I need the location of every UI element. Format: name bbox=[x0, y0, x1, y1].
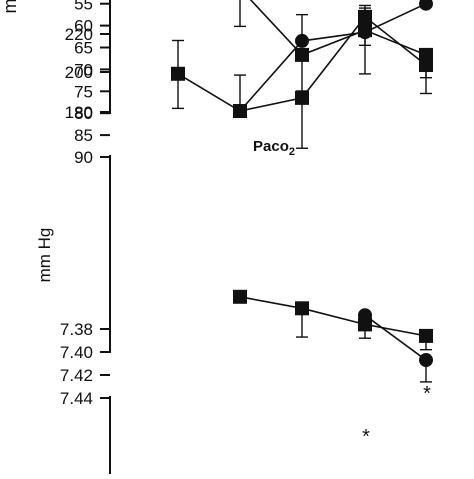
y-tick-label: 90 bbox=[74, 148, 93, 167]
y-tick-label: 75 bbox=[74, 82, 93, 101]
series-line bbox=[364, 314, 427, 361]
data-point-square bbox=[419, 58, 433, 73]
y-tick-label: 7.42 bbox=[60, 366, 93, 385]
data-point-square bbox=[419, 328, 433, 343]
y-axis-label-fragment: m bbox=[0, 0, 20, 14]
panel-title-main: Paco bbox=[253, 138, 289, 155]
panel-3-marks: 7.44 7.42 7.40 7.38 * * bbox=[60, 289, 433, 448]
data-point-circle bbox=[419, 0, 433, 11]
y-tick-label: 80 bbox=[74, 104, 93, 123]
chart-marks: 220200180908580757065605550457.447.427.4… bbox=[60, 0, 433, 448]
data-point-circle bbox=[419, 353, 433, 368]
data-point-square bbox=[295, 301, 309, 316]
y-tick-label: 65 bbox=[74, 39, 93, 58]
data-point-square bbox=[295, 90, 309, 105]
panel-2-marks: 90858075706560555045 bbox=[74, 0, 433, 167]
y-tick-label: 7.44 bbox=[60, 389, 93, 408]
data-point-square bbox=[171, 66, 185, 81]
series-line bbox=[239, 2, 427, 112]
y-tick-label: 55 bbox=[74, 0, 93, 14]
y-tick-label: 220 bbox=[65, 25, 93, 44]
y-tick-label: 60 bbox=[74, 17, 93, 36]
data-point-circle bbox=[233, 104, 247, 119]
data-point-circle bbox=[358, 308, 372, 323]
series-line bbox=[249, 0, 427, 56]
y-tick-label: 70 bbox=[74, 60, 93, 79]
y-tick-label: 7.40 bbox=[60, 343, 93, 362]
panel-title-subscript: 2 bbox=[289, 146, 295, 158]
data-point-circle bbox=[358, 25, 372, 40]
data-point-circle bbox=[295, 33, 309, 48]
significance-star: * bbox=[362, 426, 370, 448]
y-axis-label: mm Hg bbox=[35, 228, 54, 283]
y-tick-label: 180 bbox=[65, 103, 93, 122]
significance-star: * bbox=[423, 383, 431, 405]
y-tick-label: 85 bbox=[74, 126, 93, 145]
panel-title: Paco2 bbox=[253, 138, 295, 158]
data-point-square bbox=[233, 289, 247, 304]
panel-paco2: Paco2 mm Hg bbox=[35, 138, 295, 353]
panel-1-marks: 220 200 180 bbox=[65, 0, 433, 122]
y-tick-label: 200 bbox=[65, 63, 93, 82]
data-point-square bbox=[295, 47, 309, 62]
y-tick-label: 7.38 bbox=[60, 320, 93, 339]
panel-top: m bbox=[0, 0, 111, 114]
series-line bbox=[239, 296, 427, 337]
